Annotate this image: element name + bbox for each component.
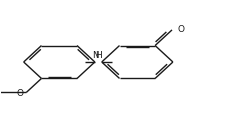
Text: H: H	[95, 51, 102, 60]
Text: O: O	[177, 25, 184, 34]
Text: O: O	[17, 89, 24, 98]
Text: N: N	[92, 51, 98, 60]
